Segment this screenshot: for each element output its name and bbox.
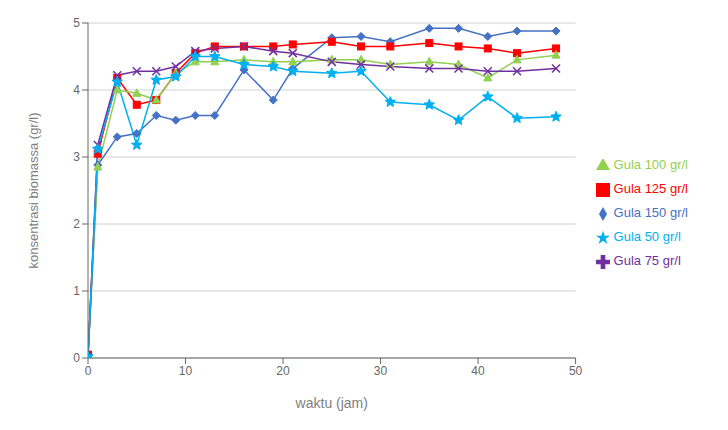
svg-text:2: 2 [73,217,80,231]
html-text:Gula 100 gr/l: Gula 100 gr/l [613,157,688,172]
svg-text:30: 30 [374,364,388,378]
html-text:Gula 75 gr/l: Gula 75 gr/l [613,253,681,268]
html-text:Gula 50 gr/l: Gula 50 gr/l [613,229,681,244]
svg-text:konsentrasi biomassa (gr/l): konsentrasi biomassa (gr/l) [26,112,41,268]
svg-text:0: 0 [85,364,92,378]
svg-text:5: 5 [73,16,80,30]
svg-text:10: 10 [179,364,193,378]
svg-text:3: 3 [73,150,80,164]
svg-text:0: 0 [73,351,80,365]
html-text:Gula 150 gr/l: Gula 150 gr/l [613,205,688,220]
html-text:Gula 125 gr/l: Gula 125 gr/l [613,181,688,196]
svg-text:20: 20 [276,364,290,378]
svg-text:waktu (jam): waktu (jam) [295,395,368,411]
svg-text:4: 4 [73,83,80,97]
svg-text:40: 40 [471,364,485,378]
svg-text:1: 1 [73,284,80,298]
svg-text:50: 50 [569,364,583,378]
